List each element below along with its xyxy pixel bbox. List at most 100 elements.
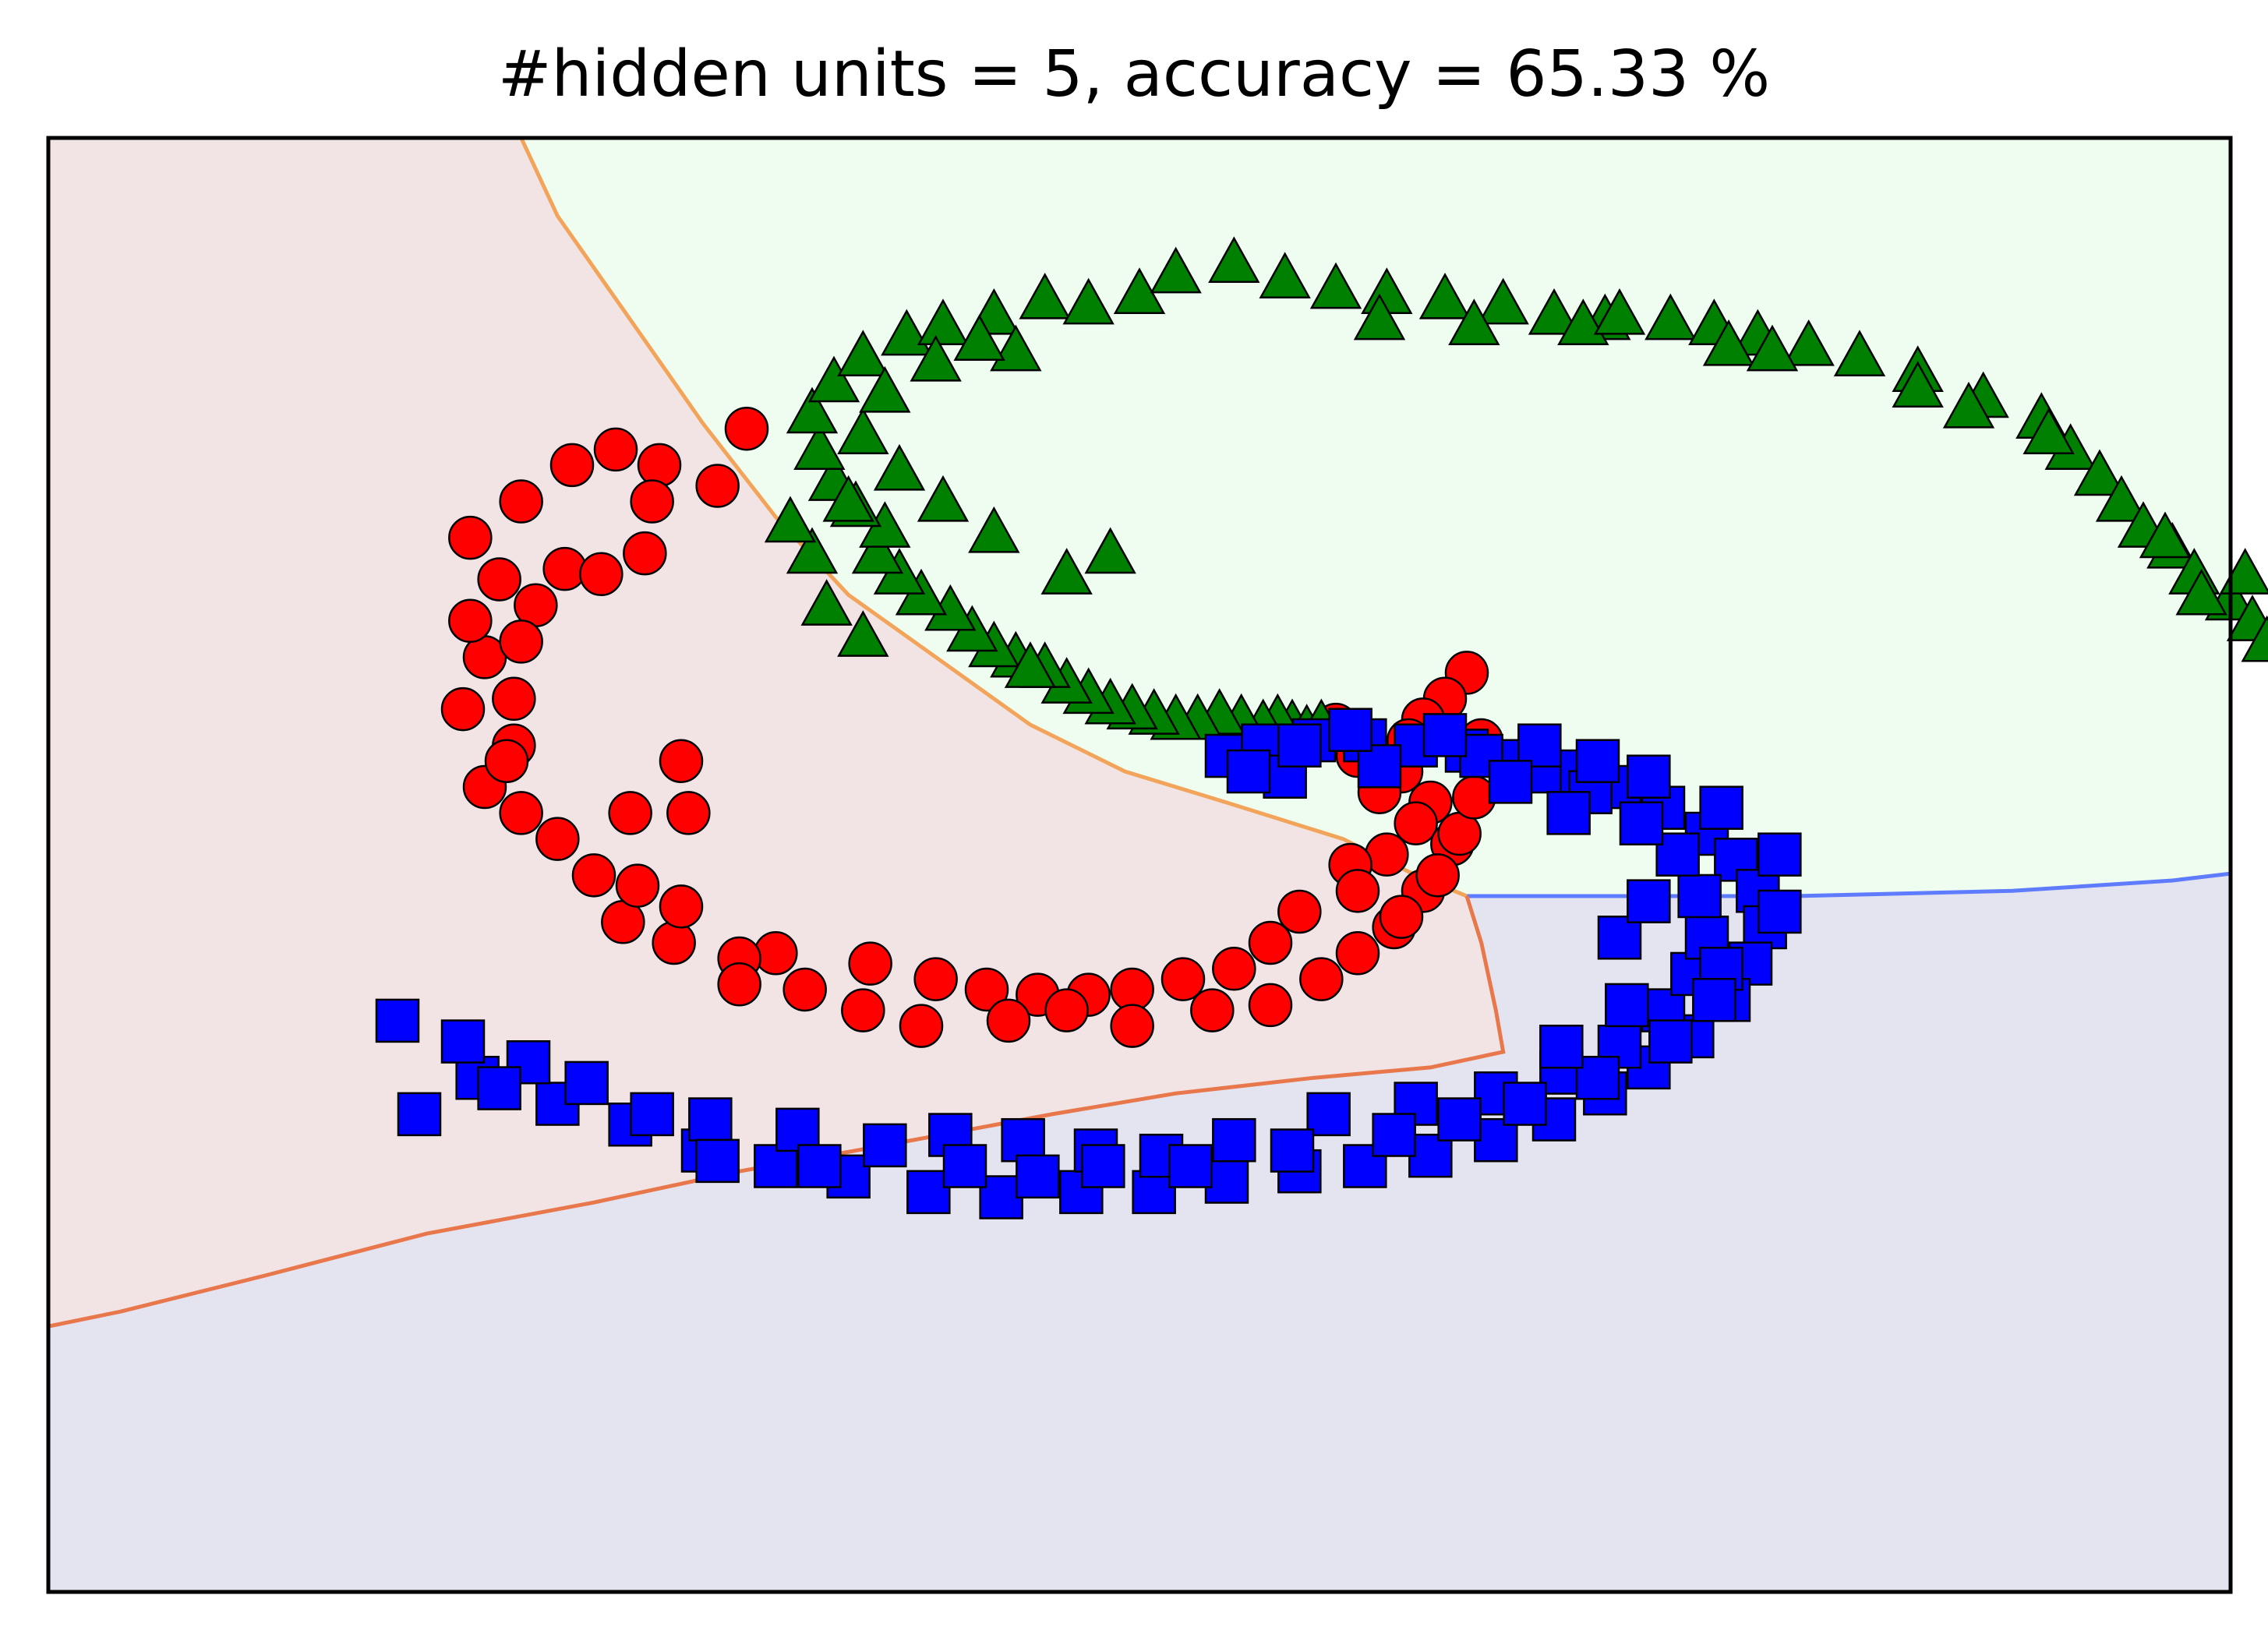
blue-square-point — [1306, 1092, 1351, 1137]
red-circle-point — [724, 406, 769, 451]
red-circle-point — [1212, 947, 1256, 991]
blue-square-point — [906, 1170, 951, 1215]
boundary-red-blue — [48, 895, 1506, 1329]
blue-square-point — [695, 1138, 740, 1184]
green-triangle-point — [2139, 511, 2192, 559]
chart-title: #hidden units = 5, accuracy = 65.33 % — [497, 37, 1771, 111]
red-circle-point — [571, 853, 616, 898]
green-triangle-point — [1892, 361, 1944, 408]
blue-square-point — [477, 1066, 521, 1110]
red-circle-point — [848, 941, 892, 986]
red-circle-point — [1415, 853, 1460, 898]
green-triangle-point — [1084, 527, 1136, 574]
blue-square-point — [1539, 1025, 1584, 1069]
green-triangle-point — [1644, 293, 1697, 341]
green-triangle-point — [1259, 252, 1311, 299]
green-triangle-point — [1702, 319, 1755, 366]
blue-square-point — [754, 1144, 798, 1188]
red-circle-point — [630, 479, 674, 524]
green-triangle-point — [807, 355, 860, 403]
blue-square-point — [1605, 983, 1649, 1028]
red-circle-point — [549, 443, 595, 488]
green-triangle-point — [873, 443, 926, 491]
red-circle-point — [1394, 801, 1438, 845]
green-triangle-point — [1353, 293, 1406, 341]
red-circle-point — [484, 739, 529, 783]
blue-square-point — [1517, 723, 1562, 768]
green-triangle-point — [1942, 381, 1995, 429]
blue-square-point — [1081, 1144, 1125, 1188]
blue-square-point — [1575, 1055, 1620, 1100]
blue-square-point — [1132, 1170, 1176, 1215]
green-triangle-point — [1004, 641, 1057, 688]
green-triangle-point — [1448, 298, 1500, 346]
blue-square-point — [1168, 1144, 1213, 1188]
green-triangle-point — [968, 506, 1020, 553]
blue-square-point — [1270, 1128, 1315, 1173]
blue-square-point — [397, 1092, 442, 1137]
blue-square-point — [1677, 873, 1722, 919]
red-circle-point — [652, 920, 696, 965]
blue-square-point — [1619, 801, 1664, 845]
red-circle-point — [637, 443, 682, 488]
red-circle-point — [448, 598, 493, 644]
red-circle-point — [964, 967, 1009, 1012]
red-circle-point — [499, 619, 543, 664]
green-triangle-point — [786, 527, 839, 574]
red-circle-point — [717, 962, 761, 1007]
red-circle-point — [1110, 1004, 1154, 1048]
red-circle-point — [448, 515, 493, 560]
red-circle-point — [1190, 988, 1235, 1032]
red-circle-point — [1335, 931, 1380, 976]
red-circle-point — [1379, 895, 1424, 939]
blue-square-point — [1408, 1133, 1453, 1178]
blue-square-point — [630, 1092, 674, 1137]
green-triangle-point — [1746, 324, 1799, 372]
blue-square-point — [1422, 713, 1468, 757]
red-circle-point — [542, 546, 587, 591]
blue-square-point — [1648, 1019, 1693, 1064]
green-triangle-point — [1208, 236, 1260, 284]
blue-square-point — [1474, 1117, 1518, 1163]
green-triangle-point — [1019, 272, 1071, 319]
blue-square-point — [863, 1123, 907, 1168]
green-triangle-point — [2226, 595, 2268, 641]
red-circle-point — [492, 676, 536, 721]
green-triangle-point — [837, 610, 889, 657]
red-circle-point — [659, 884, 704, 929]
red-circle-point — [1365, 832, 1409, 877]
red-circle-point — [695, 464, 740, 508]
blue-square-point — [688, 1097, 733, 1142]
red-circle-point — [659, 739, 704, 783]
red-circle-point — [1248, 983, 1293, 1028]
blue-square-point — [1692, 978, 1736, 1022]
red-circle-point — [440, 686, 486, 732]
blue-square-point — [1627, 754, 1671, 799]
red-circle-point — [499, 791, 543, 835]
red-circle-point — [499, 479, 543, 524]
green-triangle-point — [917, 475, 970, 522]
blue-square-point — [1758, 889, 1802, 934]
green-triangle-point — [822, 475, 874, 522]
plot-frame — [46, 136, 2233, 1594]
green-triangle-point — [764, 496, 817, 543]
red-circle-point — [579, 552, 624, 597]
red-circle-point — [615, 863, 660, 908]
green-triangle-point — [2241, 615, 2268, 662]
blue-square-point — [1627, 879, 1671, 923]
red-circle-point — [1248, 920, 1293, 965]
blue-square-point — [1016, 1154, 1060, 1199]
green-triangle-point — [910, 334, 962, 382]
green-triangle-point — [793, 423, 846, 470]
blue-square-point — [1226, 749, 1271, 794]
blue-square-point — [1277, 723, 1322, 768]
blue-square-point — [1488, 760, 1533, 804]
red-circle-point — [913, 957, 958, 1001]
red-circle-point — [899, 1004, 944, 1048]
green-triangle-point — [1418, 272, 1471, 319]
green-triangle-point — [1477, 277, 1529, 325]
blue-square-point — [1575, 739, 1620, 783]
green-triangle-point — [1833, 330, 1886, 376]
red-circle-point — [782, 967, 827, 1012]
data-points — [375, 236, 2268, 1219]
